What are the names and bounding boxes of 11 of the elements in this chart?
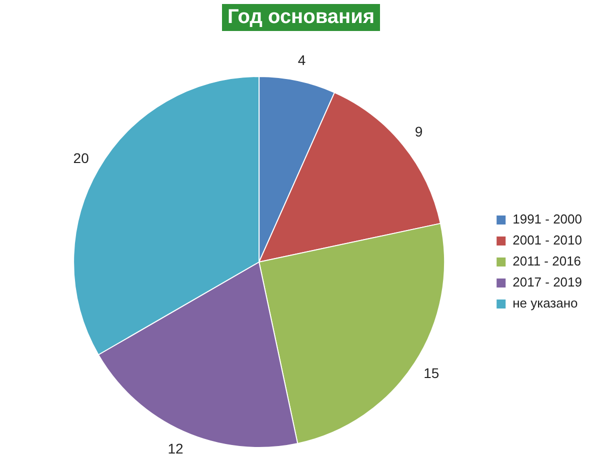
legend-label: 2017 - 2019 xyxy=(512,274,582,290)
data-label: 12 xyxy=(168,440,184,457)
legend-label: 2011 - 2016 xyxy=(512,254,582,269)
legend-label: 1991 - 2000 xyxy=(512,212,582,227)
data-label: 20 xyxy=(73,150,90,166)
data-label: 15 xyxy=(424,364,440,381)
legend-label: не указано xyxy=(512,296,578,311)
data-label: 4 xyxy=(298,52,306,68)
data-label: 9 xyxy=(414,124,423,140)
chart-title: Год основания xyxy=(222,4,380,31)
legend-label: 2001 - 2010 xyxy=(512,232,582,248)
